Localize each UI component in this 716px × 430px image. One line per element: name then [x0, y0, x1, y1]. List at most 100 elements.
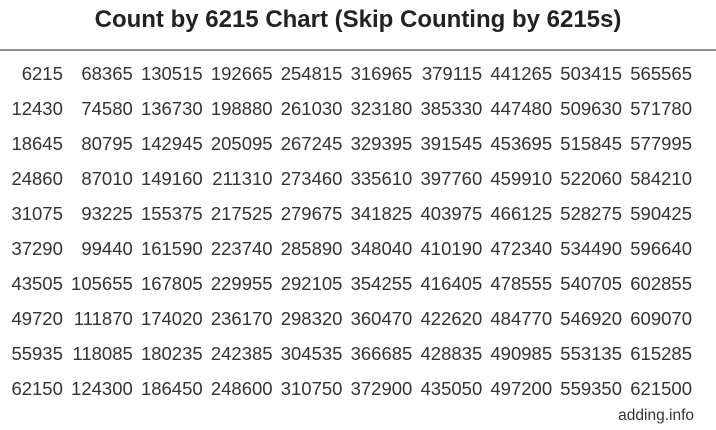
- table-cell: 540705: [560, 273, 623, 294]
- table-cell: 559350: [560, 378, 623, 399]
- table-cell: 155375: [140, 203, 203, 224]
- table-cell: 515845: [560, 133, 623, 154]
- table-cell: 80795: [81, 133, 133, 154]
- table-cell: 43505: [11, 273, 63, 294]
- table-cell: 546920: [560, 308, 623, 329]
- table-row: 62150 124300 186450 248600 310750 372900 43505…: [0, 371, 699, 406]
- table-cell: 478555: [490, 273, 553, 294]
- table-cell: 385330: [420, 98, 483, 119]
- table-cell: 335610: [350, 168, 413, 189]
- table-cell: 267245: [280, 133, 343, 154]
- table-cell: 292105: [280, 273, 343, 294]
- table-cell: 466125: [490, 203, 553, 224]
- title-divider: [0, 49, 716, 51]
- table-cell: 174020: [140, 308, 203, 329]
- skip-counting-table-body: 6215 68365 130515 192665 254815 316965 379115 4…: [0, 56, 699, 406]
- table-cell: 609070: [630, 308, 692, 329]
- table-cell: 149160: [140, 168, 203, 189]
- table-cell: 509630: [560, 98, 623, 119]
- table-cell: 12430: [11, 98, 63, 119]
- table-cell: 459910: [490, 168, 553, 189]
- table-cell: 285890: [280, 238, 343, 259]
- table-cell: 180235: [140, 343, 203, 364]
- table-cell: 596640: [630, 238, 692, 259]
- table-cell: 142945: [140, 133, 203, 154]
- table-cell: 329395: [350, 133, 413, 154]
- table-cell: 37290: [11, 238, 63, 259]
- table-cell: 111870: [73, 308, 133, 329]
- table-cell: 391545: [420, 133, 483, 154]
- table-cell: 93225: [81, 203, 133, 224]
- table-cell: 310750: [280, 378, 343, 399]
- table-cell: 410190: [420, 238, 483, 259]
- table-cell: 211310: [212, 168, 273, 189]
- table-cell: 577995: [630, 133, 692, 154]
- site-attribution: adding.info: [618, 407, 694, 424]
- table-cell: 186450: [140, 378, 203, 399]
- table-cell: 198880: [210, 98, 273, 119]
- table-cell: 74580: [81, 98, 133, 119]
- page-title: Count by 6215 Chart (Skip Counting by 62…: [94, 6, 622, 33]
- table-cell: 354255: [350, 273, 413, 294]
- table-cell: 223740: [210, 238, 273, 259]
- table-cell: 18645: [11, 133, 63, 154]
- table-cell: 366685: [350, 343, 413, 364]
- table-cell: 522060: [560, 168, 623, 189]
- table-row: 24860 87010 149160 211310 273460 335610 397760…: [0, 161, 699, 196]
- table-cell: 621500: [630, 378, 692, 399]
- table-cell: 422620: [420, 308, 483, 329]
- table-cell: 447480: [490, 98, 553, 119]
- table-cell: 62150: [11, 378, 63, 399]
- table-cell: 105655: [71, 273, 133, 294]
- table-cell: 316965: [350, 63, 413, 84]
- table-cell: 279675: [280, 203, 343, 224]
- table-row: 31075 93225 155375 217525 279675 341825 403975…: [0, 196, 699, 231]
- table-cell: 453695: [490, 133, 553, 154]
- table-cell: 304535: [280, 343, 343, 364]
- table-cell: 441265: [490, 63, 553, 84]
- table-cell: 528275: [560, 203, 623, 224]
- table-cell: 192665: [210, 63, 273, 84]
- table-cell: 55935: [11, 343, 63, 364]
- table-row: 43505 105655 167805 229955 292105 354255 41640…: [0, 266, 699, 301]
- table-cell: 428835: [420, 343, 483, 364]
- table-cell: 248600: [210, 378, 273, 399]
- table-cell: 379115: [421, 63, 483, 84]
- table-cell: 24860: [11, 168, 63, 189]
- table-cell: 68365: [81, 63, 133, 84]
- table-cell: 435050: [420, 378, 483, 399]
- table-cell: 602855: [630, 273, 692, 294]
- table-cell: 615285: [630, 343, 692, 364]
- table-cell: 534490: [560, 238, 623, 259]
- table-cell: 118085: [72, 343, 133, 364]
- table-cell: 205095: [210, 133, 273, 154]
- table-cell: 323180: [350, 98, 413, 119]
- table-cell: 161590: [140, 238, 203, 259]
- skip-counting-table: 6215 68365 130515 192665 254815 316965 379115 4…: [0, 56, 699, 406]
- table-cell: 565565: [630, 63, 692, 84]
- table-cell: 484770: [490, 308, 553, 329]
- table-cell: 503415: [560, 63, 623, 84]
- table-cell: 87010: [81, 168, 133, 189]
- table-cell: 360470: [350, 308, 413, 329]
- table-row: 37290 99440 161590 223740 285890 348040 410190…: [0, 231, 699, 266]
- table-cell: 167805: [140, 273, 203, 294]
- table-cell: 49720: [11, 308, 63, 329]
- skip-counting-chart-page: Count by 6215 Chart (Skip Counting by 62…: [0, 6, 716, 424]
- table-cell: 31075: [11, 203, 63, 224]
- table-cell: 273460: [280, 168, 343, 189]
- table-cell: 590425: [630, 203, 692, 224]
- table-row: 6215 68365 130515 192665 254815 316965 379115 4…: [0, 56, 699, 91]
- table-cell: 397760: [420, 168, 483, 189]
- table-cell: 254815: [280, 63, 343, 84]
- table-cell: 416405: [420, 273, 483, 294]
- table-cell: 217525: [210, 203, 273, 224]
- table-cell: 490985: [490, 343, 553, 364]
- table-row: 55935 118085 180235 242385 304535 366685 42883…: [0, 336, 699, 371]
- table-cell: 403975: [420, 203, 483, 224]
- table-cell: 130515: [140, 63, 203, 84]
- table-cell: 99440: [81, 238, 133, 259]
- table-cell: 298320: [280, 308, 343, 329]
- table-cell: 584210: [630, 168, 692, 189]
- table-cell: 497200: [490, 378, 553, 399]
